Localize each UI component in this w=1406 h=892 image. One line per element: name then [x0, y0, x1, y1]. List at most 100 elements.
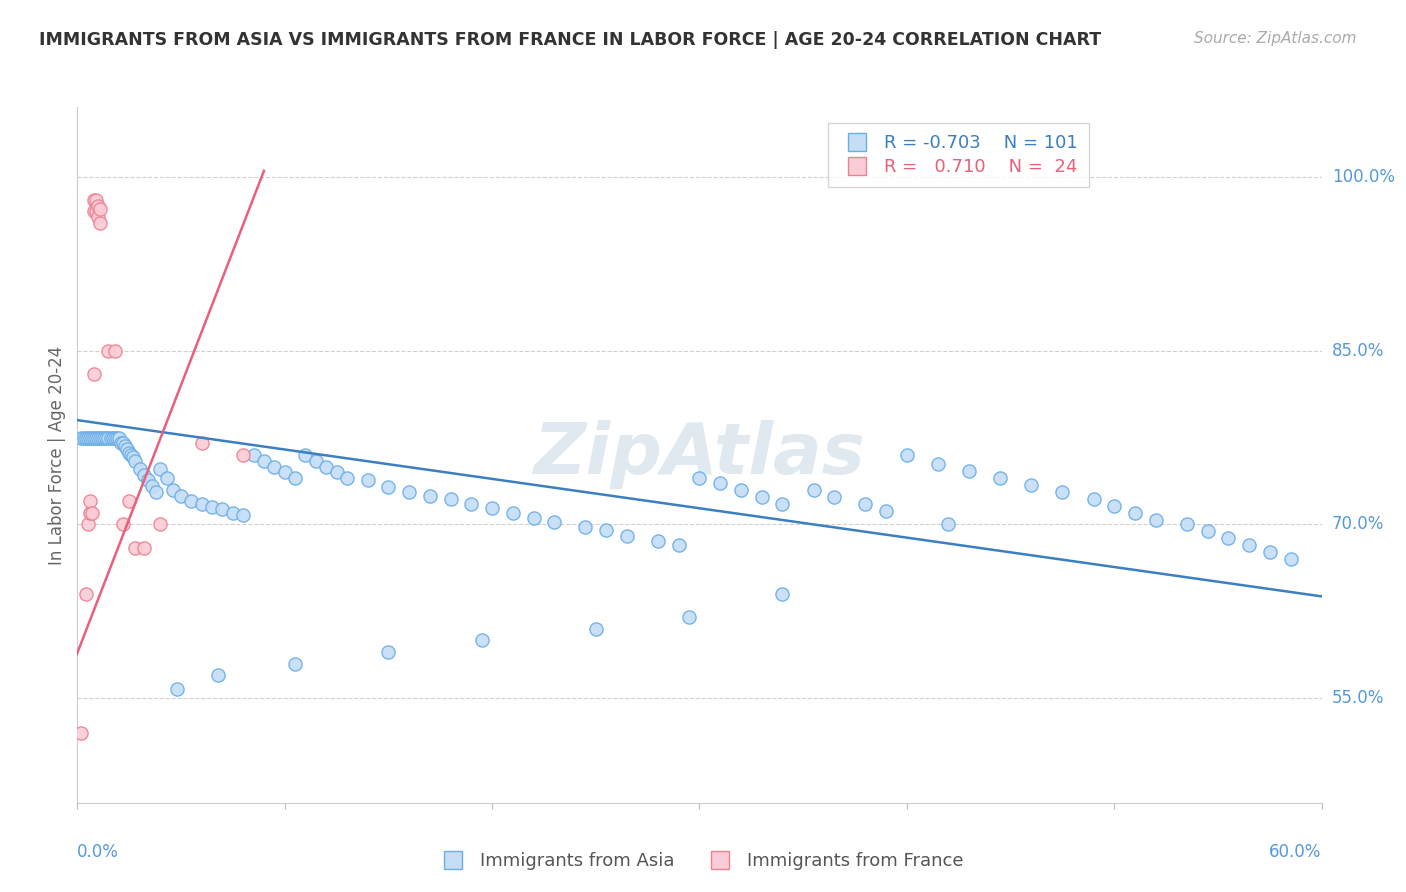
Point	[927, 457, 949, 471]
Point	[377, 480, 399, 494]
Point	[84, 204, 107, 219]
Point	[357, 474, 380, 488]
Point	[79, 494, 101, 508]
Point	[823, 490, 845, 504]
Point	[72, 431, 94, 445]
Point	[76, 431, 98, 445]
Point	[689, 471, 711, 485]
Point	[166, 682, 188, 697]
Point	[108, 431, 131, 445]
Point	[377, 645, 399, 659]
Point	[79, 431, 101, 445]
Point	[502, 506, 524, 520]
Point	[122, 450, 145, 465]
Point	[709, 475, 731, 490]
Point	[242, 448, 264, 462]
Point	[1083, 491, 1105, 506]
Point	[803, 483, 825, 497]
Point	[222, 506, 245, 520]
Point	[70, 431, 93, 445]
Point	[253, 453, 276, 467]
Point	[616, 529, 638, 543]
Point	[145, 485, 167, 500]
Point	[89, 216, 111, 230]
Point	[325, 466, 347, 480]
Point	[419, 489, 441, 503]
Point	[100, 431, 122, 445]
Text: Source: ZipAtlas.com: Source: ZipAtlas.com	[1194, 31, 1357, 46]
Point	[232, 508, 254, 523]
Point	[170, 489, 193, 503]
Y-axis label: In Labor Force | Age 20-24: In Labor Force | Age 20-24	[48, 345, 66, 565]
Point	[97, 431, 120, 445]
Point	[957, 464, 980, 478]
Point	[574, 520, 596, 534]
Point	[70, 726, 93, 740]
Point	[1175, 517, 1198, 532]
Point	[1218, 532, 1240, 546]
Point	[162, 483, 184, 497]
Point	[83, 204, 105, 219]
Legend: Immigrants from Asia, Immigrants from France: Immigrants from Asia, Immigrants from Fr…	[427, 845, 972, 877]
Point	[80, 506, 103, 520]
Point	[1197, 524, 1219, 539]
Point	[191, 436, 214, 450]
Point	[730, 483, 752, 497]
Point	[132, 541, 155, 555]
Point	[1021, 478, 1043, 492]
Point	[398, 485, 420, 500]
Point	[75, 587, 97, 601]
Point	[124, 453, 146, 467]
Point	[440, 491, 463, 506]
Point	[1144, 513, 1167, 527]
Point	[84, 193, 107, 207]
Point	[91, 431, 114, 445]
Point	[115, 442, 138, 457]
Point	[543, 515, 565, 529]
Point	[938, 517, 960, 532]
Point	[79, 506, 101, 520]
Point	[1123, 506, 1146, 520]
Point	[149, 462, 172, 476]
Point	[988, 471, 1011, 485]
Point	[875, 503, 897, 517]
Text: ZipAtlas: ZipAtlas	[534, 420, 865, 490]
Point	[83, 193, 105, 207]
Point	[80, 431, 103, 445]
Point	[315, 459, 337, 474]
Point	[89, 431, 111, 445]
Point	[284, 471, 307, 485]
Point	[855, 497, 877, 511]
Point	[83, 367, 105, 381]
Point	[595, 523, 617, 537]
Point	[772, 587, 794, 601]
Text: 0.0%: 0.0%	[77, 843, 120, 862]
Point	[111, 436, 134, 450]
Point	[155, 471, 177, 485]
Point	[96, 431, 118, 445]
Point	[191, 497, 214, 511]
Point	[180, 494, 202, 508]
Point	[104, 343, 127, 358]
Point	[105, 431, 128, 445]
Point	[87, 211, 110, 225]
Point	[305, 453, 328, 467]
Point	[1104, 499, 1126, 513]
Point	[104, 431, 127, 445]
Point	[263, 459, 285, 474]
Point	[93, 431, 115, 445]
Text: 60.0%: 60.0%	[1270, 843, 1322, 862]
Point	[294, 448, 316, 462]
Text: 85.0%: 85.0%	[1331, 342, 1385, 359]
Point	[132, 467, 155, 482]
Point	[772, 497, 794, 511]
Point	[481, 501, 503, 516]
Point	[1237, 538, 1260, 552]
Point	[1279, 552, 1302, 566]
Point	[523, 510, 546, 524]
Point	[97, 343, 120, 358]
Point	[110, 436, 132, 450]
Point	[896, 448, 918, 462]
Text: IMMIGRANTS FROM ASIA VS IMMIGRANTS FROM FRANCE IN LABOR FORCE | AGE 20-24 CORREL: IMMIGRANTS FROM ASIA VS IMMIGRANTS FROM …	[39, 31, 1101, 49]
Point	[751, 490, 773, 504]
